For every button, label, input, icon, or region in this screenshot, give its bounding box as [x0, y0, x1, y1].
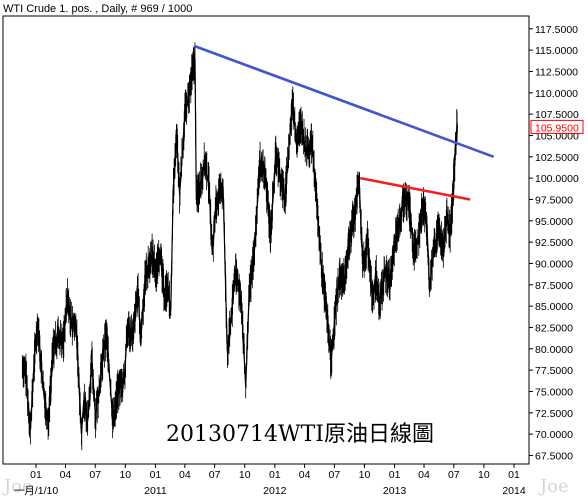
x-tick-label: 01 [269, 469, 281, 481]
y-tick-label: 70.0000 [535, 429, 573, 441]
chart-annotation: 20130714WTI原油日線圖 [166, 422, 434, 447]
chart-header-title: WTI Crude 1. pos. , Daily, # 969 / 1000 [3, 3, 192, 15]
x-tick-label: 07 [329, 469, 341, 481]
y-tick-label: 77.5000 [535, 365, 573, 377]
x-axis: 01 04 07 10 01 04 07 10 01 04 07 10 01 04 07 10 01 一月/1/1… [14, 464, 526, 497]
y-tick-label: 115.0000 [535, 45, 578, 57]
y-tick-label: 100.0000 [535, 173, 579, 185]
x-tick-label: 07 [448, 469, 460, 481]
y-tick-label: 67.5000 [535, 450, 573, 462]
y-tick-label: 107.5000 [535, 109, 579, 121]
watermark-right: Joe [538, 476, 569, 497]
x-tick-label: 10 [119, 469, 131, 481]
y-tick-label: 72.5000 [535, 408, 573, 420]
x-tick-label: 04 [299, 469, 311, 481]
last-price-marker [530, 119, 584, 134]
x-year-label: 2013 [383, 485, 407, 497]
price-range-bars [21, 42, 458, 451]
y-tick-label: 102.5000 [535, 152, 579, 164]
x-tick-label: 07 [89, 469, 101, 481]
price-series [21, 42, 458, 451]
x-tick-label: 10 [478, 469, 490, 481]
y-tick-label: 90.0000 [535, 258, 573, 270]
x-year-label: 2014 [502, 485, 526, 497]
x-tick-label: 04 [418, 469, 430, 481]
y-tick-label: 97.5000 [535, 194, 573, 206]
x-tick-label: 10 [239, 469, 251, 481]
y-tick-label: 82.5000 [535, 322, 573, 334]
y-tick-label: 85.0000 [535, 301, 573, 313]
y-tick-label: 87.5000 [535, 280, 573, 292]
x-year-label: 2011 [144, 485, 167, 497]
trendlines [193, 44, 495, 201]
y-tick-label: 110.0000 [535, 88, 578, 100]
x-year-label: 2012 [263, 485, 287, 497]
y-tick-label: 117.5000 [535, 24, 578, 36]
y-tick-label: 75.0000 [535, 386, 573, 398]
y-axis: 117.5000 115.0000 112.5000 110.0000 107.5000… [529, 24, 579, 462]
y-tick-label: 80.0000 [535, 344, 573, 356]
last-price-label: 105.9500 [535, 122, 579, 134]
x-tick-label: 04 [179, 469, 191, 481]
x-tick-label: 01 [150, 469, 162, 481]
x-tick-label: 01 [30, 469, 42, 481]
watermark-left: Joe [2, 476, 33, 497]
x-tick-label: 01 [389, 469, 401, 481]
y-tick-label: 95.0000 [535, 216, 573, 228]
x-tick-label: 07 [209, 469, 221, 481]
resistance-trendline [193, 44, 495, 159]
x-tick-label: 04 [60, 469, 72, 481]
support-trendline [359, 176, 471, 201]
x-year-label: 一月/1/10 [14, 485, 59, 497]
plot-frame [2, 15, 530, 465]
x-tick-label: 01 [508, 469, 520, 481]
x-tick-label: 10 [359, 469, 371, 481]
y-tick-label: 92.5000 [535, 237, 573, 249]
y-tick-label: 112.5000 [535, 66, 578, 78]
